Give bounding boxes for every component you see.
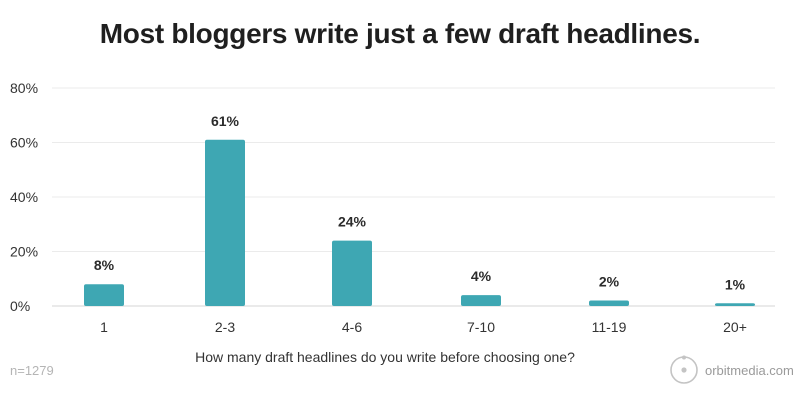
brand-text: orbitmedia.com <box>705 362 794 378</box>
x-tick-label: 20+ <box>723 319 747 335</box>
data-label: 4% <box>471 268 492 284</box>
y-tick-label: 40% <box>10 189 38 205</box>
y-tick-label: 80% <box>10 80 38 96</box>
bar <box>461 295 501 306</box>
bar <box>589 300 629 306</box>
bar <box>715 303 755 306</box>
data-label: 61% <box>211 113 240 129</box>
data-label: 8% <box>94 257 115 273</box>
x-tick-label: 2-3 <box>215 319 235 335</box>
data-label: 1% <box>725 276 746 292</box>
x-tick-label: 7-10 <box>467 319 495 335</box>
data-label: 24% <box>338 214 367 230</box>
sample-size-note: n=1279 <box>10 363 54 378</box>
data-label: 2% <box>599 274 620 290</box>
x-tick-label: 11-19 <box>592 319 627 335</box>
bar <box>332 240 372 306</box>
brand-logo: orbitmedia.com <box>669 355 794 385</box>
bar <box>84 284 124 306</box>
x-axis-title: How many draft headlines do you write be… <box>195 349 575 365</box>
y-tick-label: 0% <box>10 298 30 314</box>
x-tick-label: 4-6 <box>342 319 362 335</box>
y-tick-label: 20% <box>10 244 38 260</box>
orbit-logo-icon <box>670 355 698 384</box>
chart-title: Most bloggers write just a few draft hea… <box>99 18 701 49</box>
bar <box>205 139 245 306</box>
x-tick-label: 1 <box>100 319 108 335</box>
y-tick-label: 60% <box>10 135 38 151</box>
